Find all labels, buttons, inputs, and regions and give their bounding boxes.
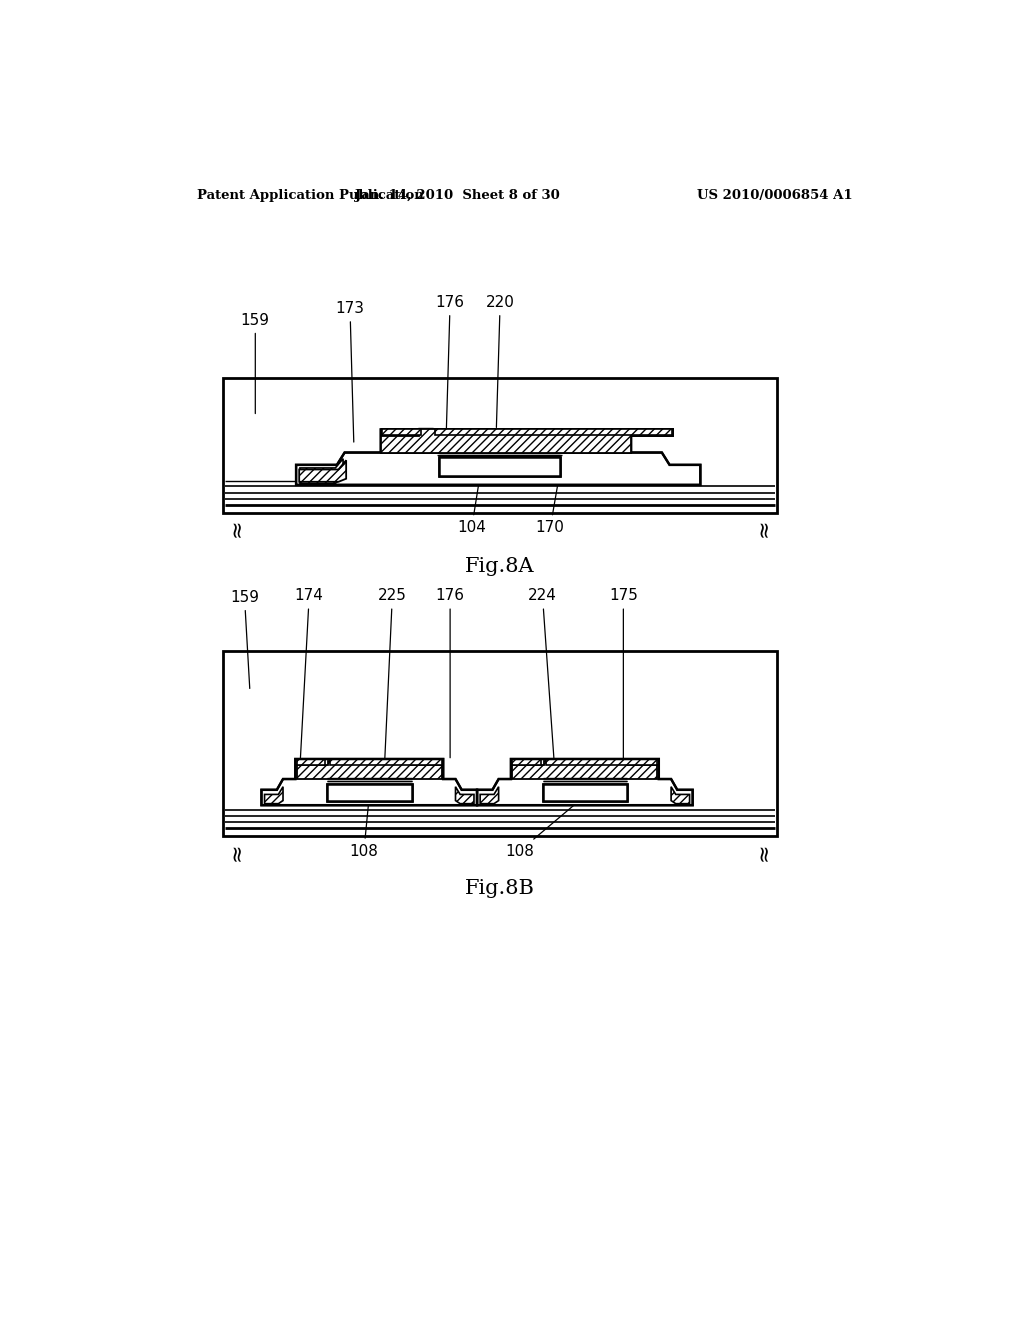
Text: ≈: ≈	[754, 842, 773, 861]
Text: 108: 108	[349, 799, 378, 859]
Polygon shape	[512, 760, 657, 779]
Polygon shape	[456, 787, 474, 804]
Polygon shape	[297, 759, 326, 766]
Polygon shape	[297, 760, 441, 779]
Bar	[327, 784, 412, 800]
Polygon shape	[546, 759, 657, 766]
Polygon shape	[330, 759, 441, 766]
Bar	[223, 651, 777, 836]
Text: Patent Application Publication: Patent Application Publication	[197, 189, 424, 202]
Text: 224: 224	[528, 589, 557, 758]
Text: US 2010/0006854 A1: US 2010/0006854 A1	[697, 189, 853, 202]
Polygon shape	[299, 461, 346, 482]
Text: ≈: ≈	[754, 519, 773, 537]
Polygon shape	[512, 759, 541, 766]
Text: ≈: ≈	[227, 842, 247, 861]
Polygon shape	[418, 428, 433, 436]
Polygon shape	[300, 459, 343, 483]
Polygon shape	[261, 759, 477, 805]
Polygon shape	[435, 429, 672, 434]
Text: 176: 176	[435, 589, 465, 758]
Text: Fig.8B: Fig.8B	[465, 879, 536, 898]
Bar	[438, 457, 560, 475]
Text: 170: 170	[536, 473, 564, 536]
Polygon shape	[381, 429, 674, 453]
Polygon shape	[483, 767, 686, 805]
Text: 104: 104	[458, 473, 486, 536]
Bar	[327, 784, 412, 800]
Text: 220: 220	[485, 296, 515, 428]
Text: ≈: ≈	[227, 519, 247, 537]
Polygon shape	[435, 429, 672, 434]
Polygon shape	[267, 767, 471, 805]
Polygon shape	[480, 787, 499, 804]
Text: 108: 108	[505, 797, 583, 859]
Bar	[543, 784, 628, 800]
Polygon shape	[477, 759, 692, 805]
Polygon shape	[382, 429, 421, 434]
Text: 225: 225	[378, 589, 407, 759]
Polygon shape	[264, 787, 283, 804]
Text: 173: 173	[336, 301, 365, 442]
Text: 159: 159	[230, 590, 259, 689]
Text: 159: 159	[241, 313, 269, 413]
Text: 175: 175	[609, 589, 638, 764]
Text: 174: 174	[295, 589, 324, 764]
Polygon shape	[381, 429, 674, 453]
Polygon shape	[302, 437, 694, 483]
Bar	[223, 378, 777, 512]
Text: 176: 176	[435, 296, 465, 430]
Bar	[543, 784, 628, 800]
Text: Fig.8A: Fig.8A	[465, 557, 535, 576]
Bar	[438, 457, 560, 475]
Polygon shape	[382, 429, 421, 434]
Polygon shape	[671, 787, 689, 804]
Polygon shape	[296, 429, 700, 484]
Text: Jan. 14, 2010  Sheet 8 of 30: Jan. 14, 2010 Sheet 8 of 30	[355, 189, 560, 202]
